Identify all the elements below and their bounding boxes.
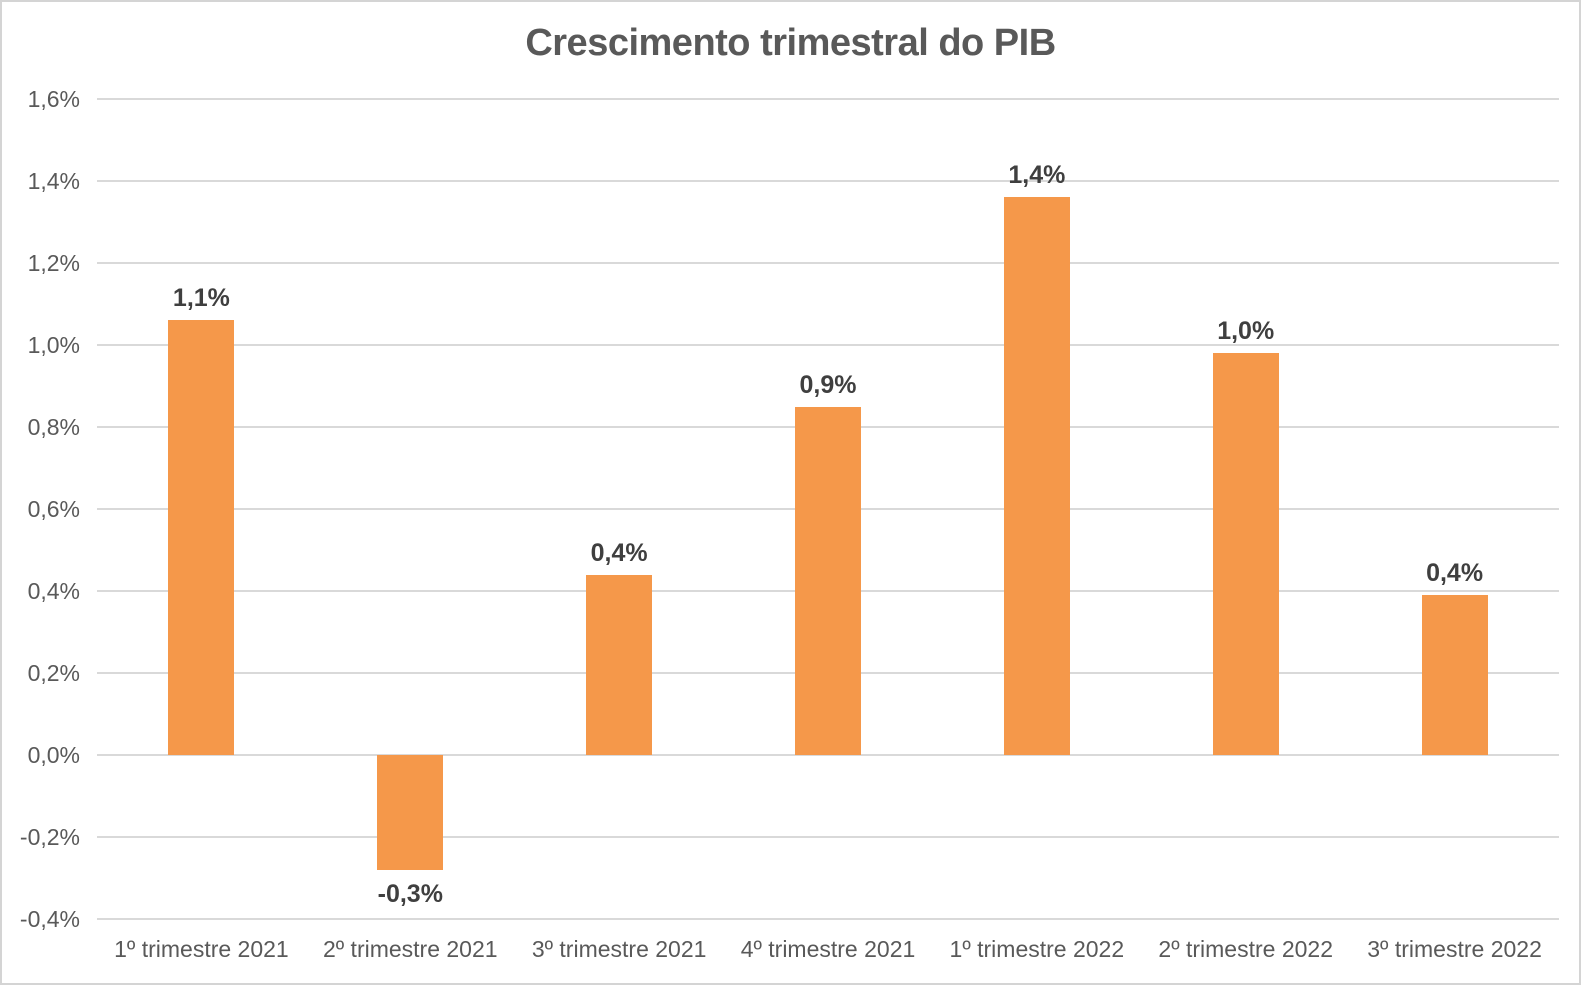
y-tick-label: 0,6% xyxy=(27,496,80,522)
y-tick-label: 1,6% xyxy=(27,86,80,112)
gridline xyxy=(97,98,1559,100)
bar xyxy=(586,574,653,755)
bar xyxy=(168,320,235,755)
bar xyxy=(1212,353,1279,755)
y-tick-label: 0,4% xyxy=(27,578,80,604)
x-tick-label: 3º trimestre 2022 xyxy=(1367,936,1542,962)
bar-value-label: 0,9% xyxy=(799,370,857,399)
gridline xyxy=(97,918,1559,920)
gridline xyxy=(97,262,1559,264)
bar-value-label: -0,3% xyxy=(377,879,443,908)
bar xyxy=(795,406,861,755)
bar xyxy=(377,755,444,870)
x-tick-label: 1º trimestre 2022 xyxy=(949,936,1125,962)
chart-title: Crescimento trimestral do PIB xyxy=(525,22,1056,64)
y-tick-label: 1,2% xyxy=(27,250,80,276)
x-tick-label: 4º trimestre 2021 xyxy=(740,936,916,962)
bar xyxy=(1003,197,1070,755)
y-tick-label: 0,2% xyxy=(27,660,80,686)
y-tick-label: 0,0% xyxy=(27,742,80,768)
gridline xyxy=(97,344,1559,346)
x-tick-label: 2º trimestre 2022 xyxy=(1158,936,1333,962)
bar-value-label: 1,1% xyxy=(172,284,230,313)
y-tick-label: 1,0% xyxy=(27,332,80,358)
plot-area: 1,1% -0,3% 0,4% 0,9% 1,4% 1,0% 0,4% xyxy=(97,98,1559,920)
y-tick-label: 0,8% xyxy=(27,414,80,440)
gridline xyxy=(97,836,1559,838)
y-tick-label: 1,4% xyxy=(27,168,80,194)
x-tick-label: 1º trimestre 2021 xyxy=(114,936,289,962)
gridline xyxy=(97,754,1559,756)
gridline xyxy=(97,180,1559,182)
y-tick-label: -0,4% xyxy=(19,906,80,932)
x-tick-label: 2º trimestre 2021 xyxy=(322,936,498,962)
x-tick-label: 3º trimestre 2021 xyxy=(531,936,707,962)
bar-value-label: 1,4% xyxy=(1008,161,1066,190)
bar-value-label: 0,4% xyxy=(1426,559,1484,588)
y-tick-label: -0,2% xyxy=(19,824,80,850)
bar-value-label: 1,0% xyxy=(1217,317,1275,346)
bar xyxy=(1421,595,1488,755)
bar-value-label: 0,4% xyxy=(590,538,648,567)
